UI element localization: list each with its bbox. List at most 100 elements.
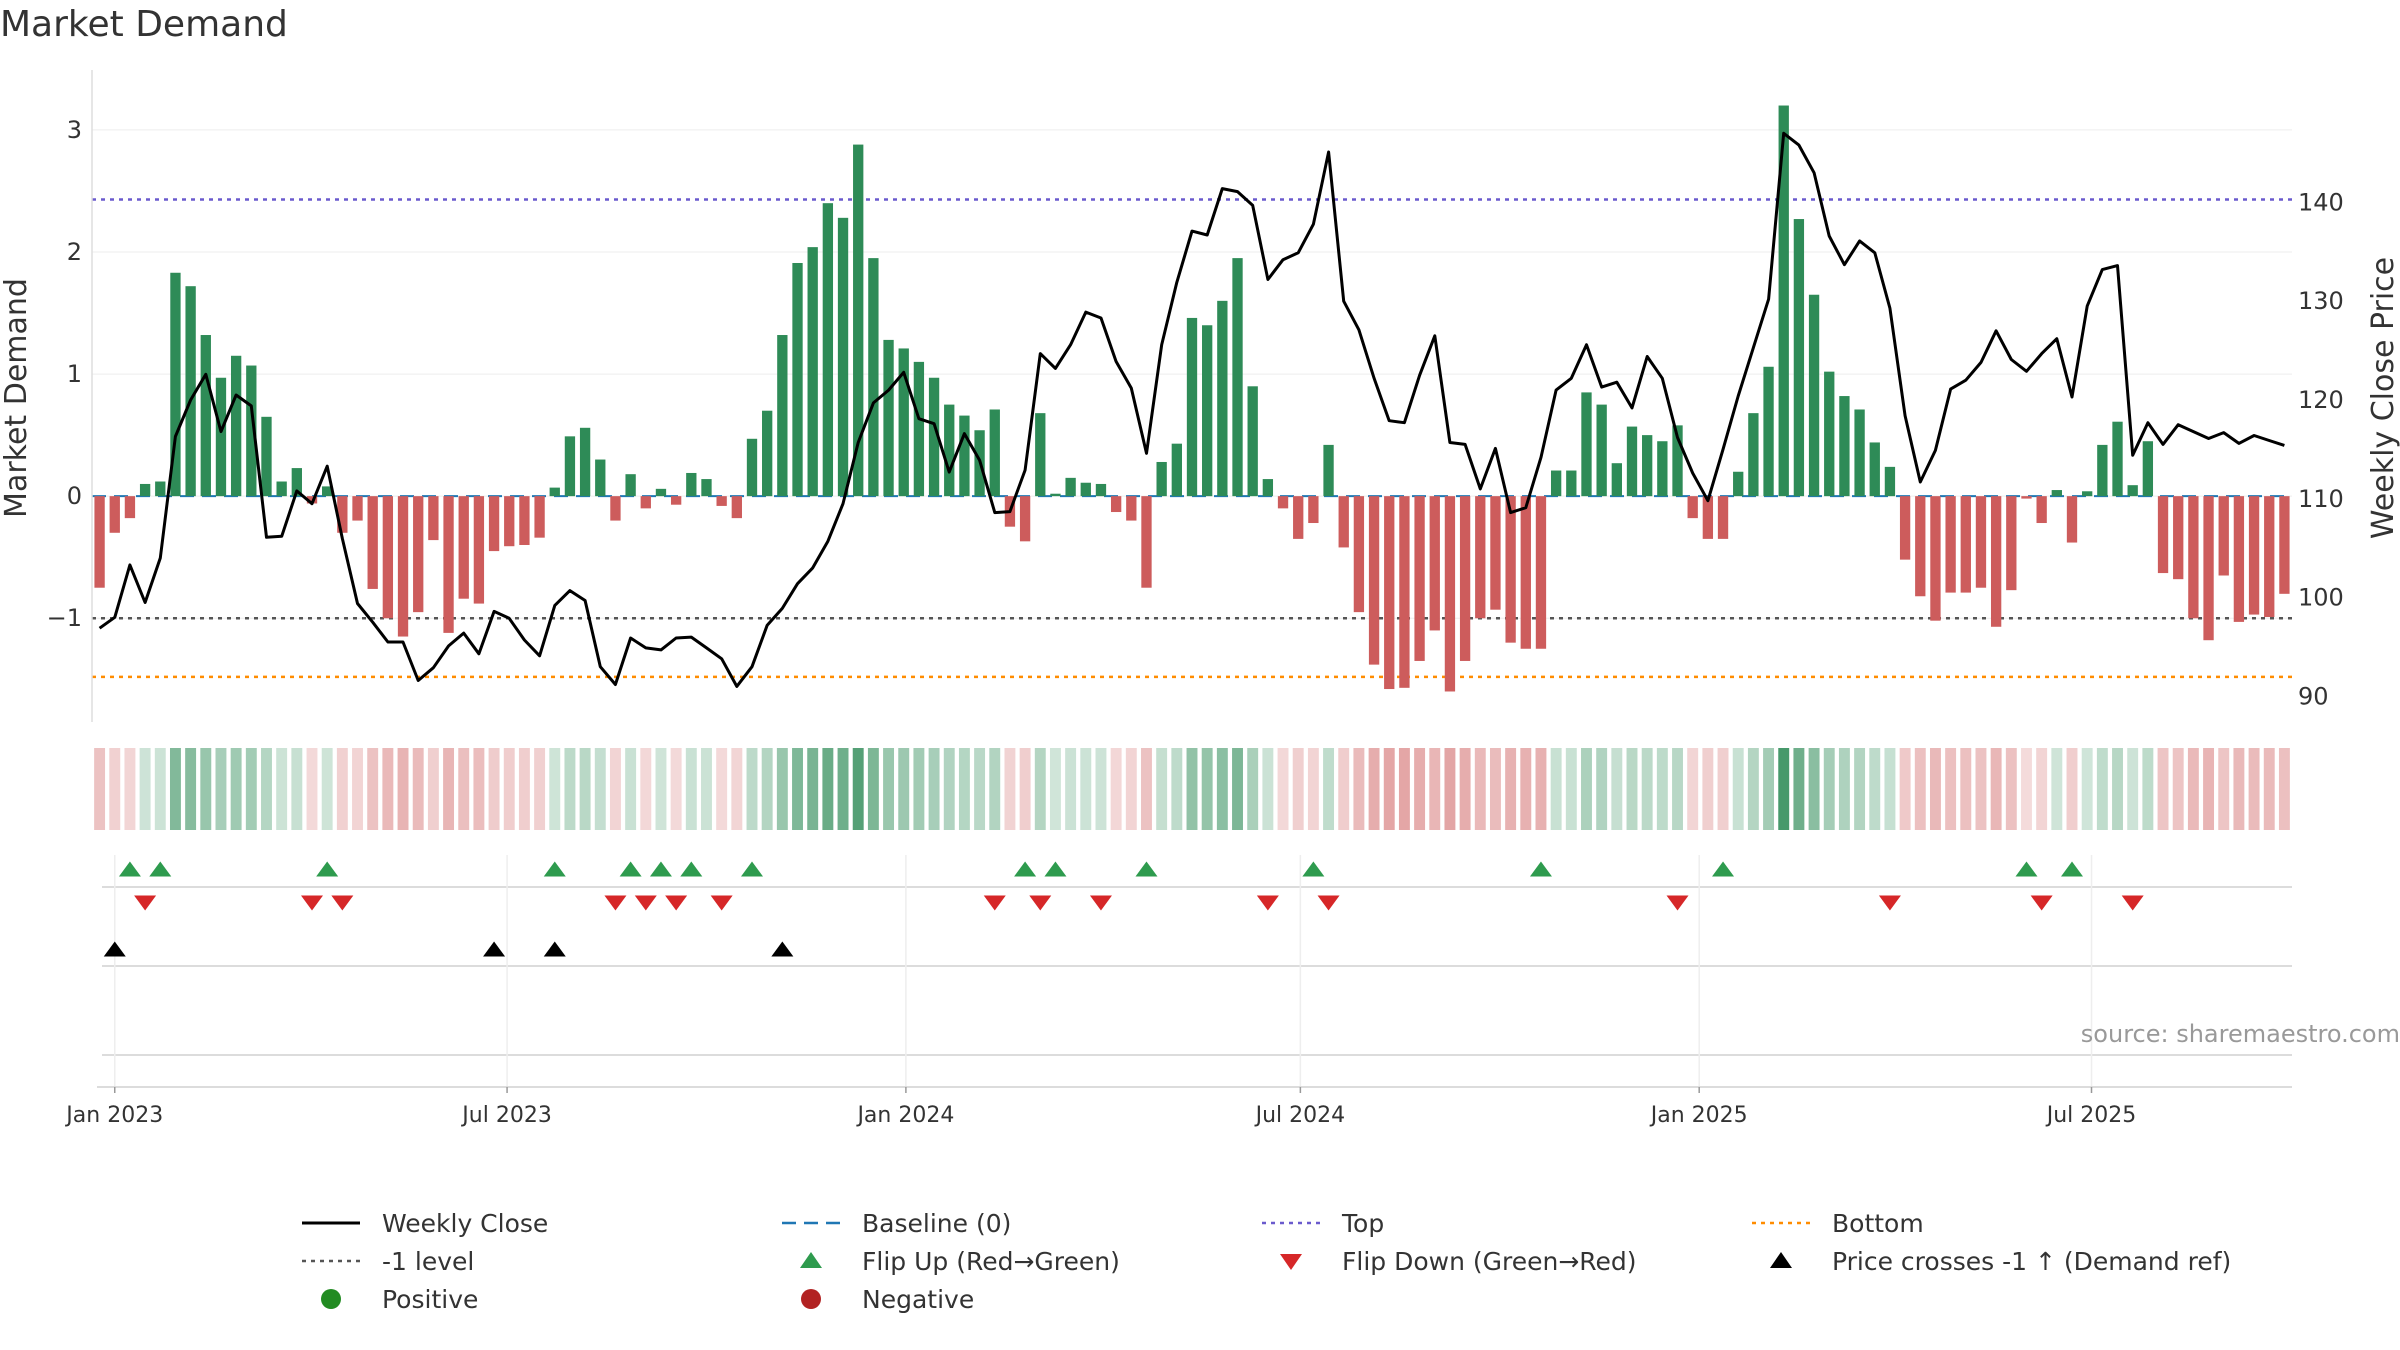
flip-down-marker [1089,895,1112,911]
negative-bar [1293,496,1304,539]
negative-bar [504,496,515,547]
positive-bar [185,286,196,497]
heat-cell [837,748,849,830]
heat-cell [336,748,348,830]
heat-cell [2172,748,2184,830]
heat-cell [1687,748,1699,830]
flip-down-marker [604,895,627,911]
flip-up-marker [649,861,672,877]
heat-cell [1262,748,1274,830]
flip-down-marker [331,895,354,911]
dashed-line-swatch-icon [782,1221,840,1225]
flip-down-marker [710,895,733,911]
negative-bar [109,496,120,533]
heat-cell [139,748,151,830]
heat-cell [609,748,621,830]
positive-bar [898,348,909,497]
negative-bar [1019,496,1031,542]
heat-cell [1398,748,1410,830]
heat-cell [1429,748,1441,830]
negative-bar [413,496,424,613]
negative-bar [1444,496,1456,692]
negative-bar [1975,496,1987,588]
heat-cell [2203,748,2215,830]
flip-down-marker [2030,895,2053,911]
negative-bar [1915,496,1926,597]
heat-cell [2263,748,2275,830]
heat-cell [382,748,394,830]
heat-cell [1383,748,1395,830]
signal-panels [102,855,2292,1087]
dotted-line-swatch-icon [1752,1221,1810,1225]
heat-cell [822,748,834,830]
positive-bar [837,217,849,497]
y-tick-label: 1 [67,360,82,388]
positive-bar [261,416,272,497]
heat-cell [1550,748,1562,830]
flip-down-marker [1317,895,1340,911]
heat-cell [230,748,242,830]
positive-bar [777,335,788,497]
heat-cell [1838,748,1850,830]
negative-bar [1475,496,1486,619]
triangle-down-red-icon [1280,1254,1302,1270]
heat-cell [291,748,303,830]
green-dot-icon [321,1289,341,1309]
positive-bar [883,339,894,497]
negative-bar [2248,496,2260,615]
heat-cell [807,748,819,830]
positive-bar [246,365,257,497]
heat-cell [1520,748,1532,830]
positive-bar [868,258,879,497]
y2-tick-label: 110 [2298,485,2344,513]
heat-cell [124,748,136,830]
demand-heat-strip [94,748,2290,830]
flip-down-marker [1878,895,1901,911]
heat-cell [1975,748,1987,830]
positive-bar [1778,105,1789,497]
heat-cell [898,748,910,830]
heat-cell [1216,748,1228,830]
positive-bar [655,488,667,497]
heat-cell [989,748,1001,830]
heat-cell [473,748,485,830]
heat-cell [1414,748,1426,830]
positive-bar [1156,461,1167,497]
negative-bar [1338,496,1349,548]
heat-cell [1141,748,1152,830]
heat-cell [564,748,576,830]
heat-cell [1232,748,1243,830]
price-cross-marker [543,941,566,957]
heat-cell [1656,748,1668,830]
positive-bar [913,361,925,497]
heat-cell [792,748,803,830]
positive-bar [944,404,955,497]
legend-item-baseline: Baseline (0) [780,1205,1011,1241]
heat-cell [1611,748,1623,830]
positive-bar [762,410,773,497]
heat-cell [625,748,637,830]
dotted-line-swatch-icon [1262,1221,1320,1225]
heat-cell [1596,748,1608,830]
heat-cell [2051,748,2063,830]
negative-bar [2233,496,2245,622]
legend-item-flip-down: Flip Down (Green→Red) [1260,1243,1637,1279]
negative-bar [2218,496,2229,576]
heat-cell [458,748,470,830]
negative-bar [124,496,136,519]
heat-cell [2233,748,2245,830]
negative-bar [367,496,378,589]
heat-cell [1641,748,1653,830]
legend-label: Positive [382,1284,479,1314]
negative-bar [2188,496,2199,619]
heat-cell [1793,748,1805,830]
heat-cell [2142,748,2154,830]
heat-cell [534,748,546,830]
flip-up-marker [149,861,172,877]
heat-cell [594,748,606,830]
negative-bar [1277,496,1289,509]
flip-down-marker [1666,895,1689,911]
positive-bar [2097,444,2108,497]
heat-cell [1899,748,1911,830]
